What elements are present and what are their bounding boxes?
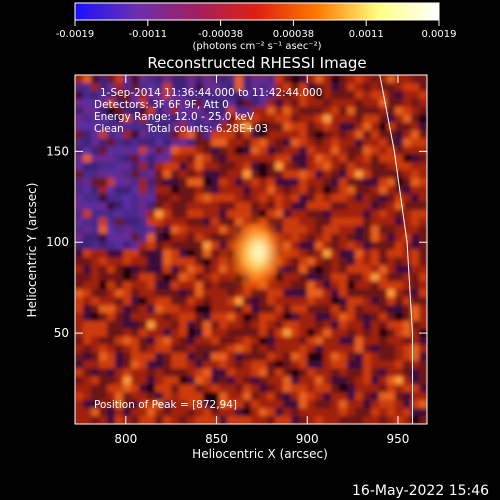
footer-timestamp: 16-May-2022 15:46 (352, 483, 489, 499)
colorbar-ticks: -0.0019 -0.0011 -0.00038 0.00038 0.0011 0.001… (56, 20, 457, 40)
plot-frame (74, 74, 428, 425)
x-tick-label: 800 (114, 432, 137, 446)
solar-limb (379, 75, 413, 424)
y-axis: 50 100 150 (46, 144, 427, 340)
x-axis-label: Heliocentric X (arcsec) (192, 447, 328, 461)
colorbar-unit: (photons cm⁻² s⁻¹ asec⁻²) (192, 41, 321, 52)
energy-range-text: Energy Range: 12.0 - 25.0 keV (94, 111, 255, 123)
colorbar-tick-label: 0.00038 (273, 29, 314, 40)
y-tick-label: 100 (46, 235, 69, 249)
y-axis-label: Heliocentric Y (arcsec) (25, 183, 39, 318)
x-tick-label: 850 (205, 432, 228, 446)
total-counts-text: Total counts: 6.28E+03 (145, 123, 268, 135)
colorbar (74, 2, 440, 21)
y-tick-label: 150 (46, 144, 69, 158)
heatmap-image (75, 75, 427, 424)
colorbar-tick-label: -0.00038 (198, 29, 243, 40)
y-tick-label: 50 (54, 326, 69, 340)
colorbar-tick-label: 0.0019 (422, 29, 457, 40)
colorbar-tick-label: -0.0019 (56, 29, 95, 40)
x-tick-label: 900 (296, 432, 319, 446)
x-tick-label: 950 (387, 432, 410, 446)
colorbar-tick-label: -0.0011 (128, 29, 167, 40)
colorbar-tick-label: 0.0011 (349, 29, 384, 40)
peak-position-text: Position of Peak = [872,94] (94, 399, 237, 411)
method-text: Clean (94, 123, 124, 135)
chart-title: Reconstructed RHESSI Image (147, 54, 366, 72)
detectors-text: Detectors: 3F 6F 9F, Att 0 (94, 99, 229, 111)
time-range-text: 1-Sep-2014 11:36:44.000 to 11:42:44.000 (100, 87, 322, 99)
x-axis: 800 850 900 950 (114, 75, 409, 446)
